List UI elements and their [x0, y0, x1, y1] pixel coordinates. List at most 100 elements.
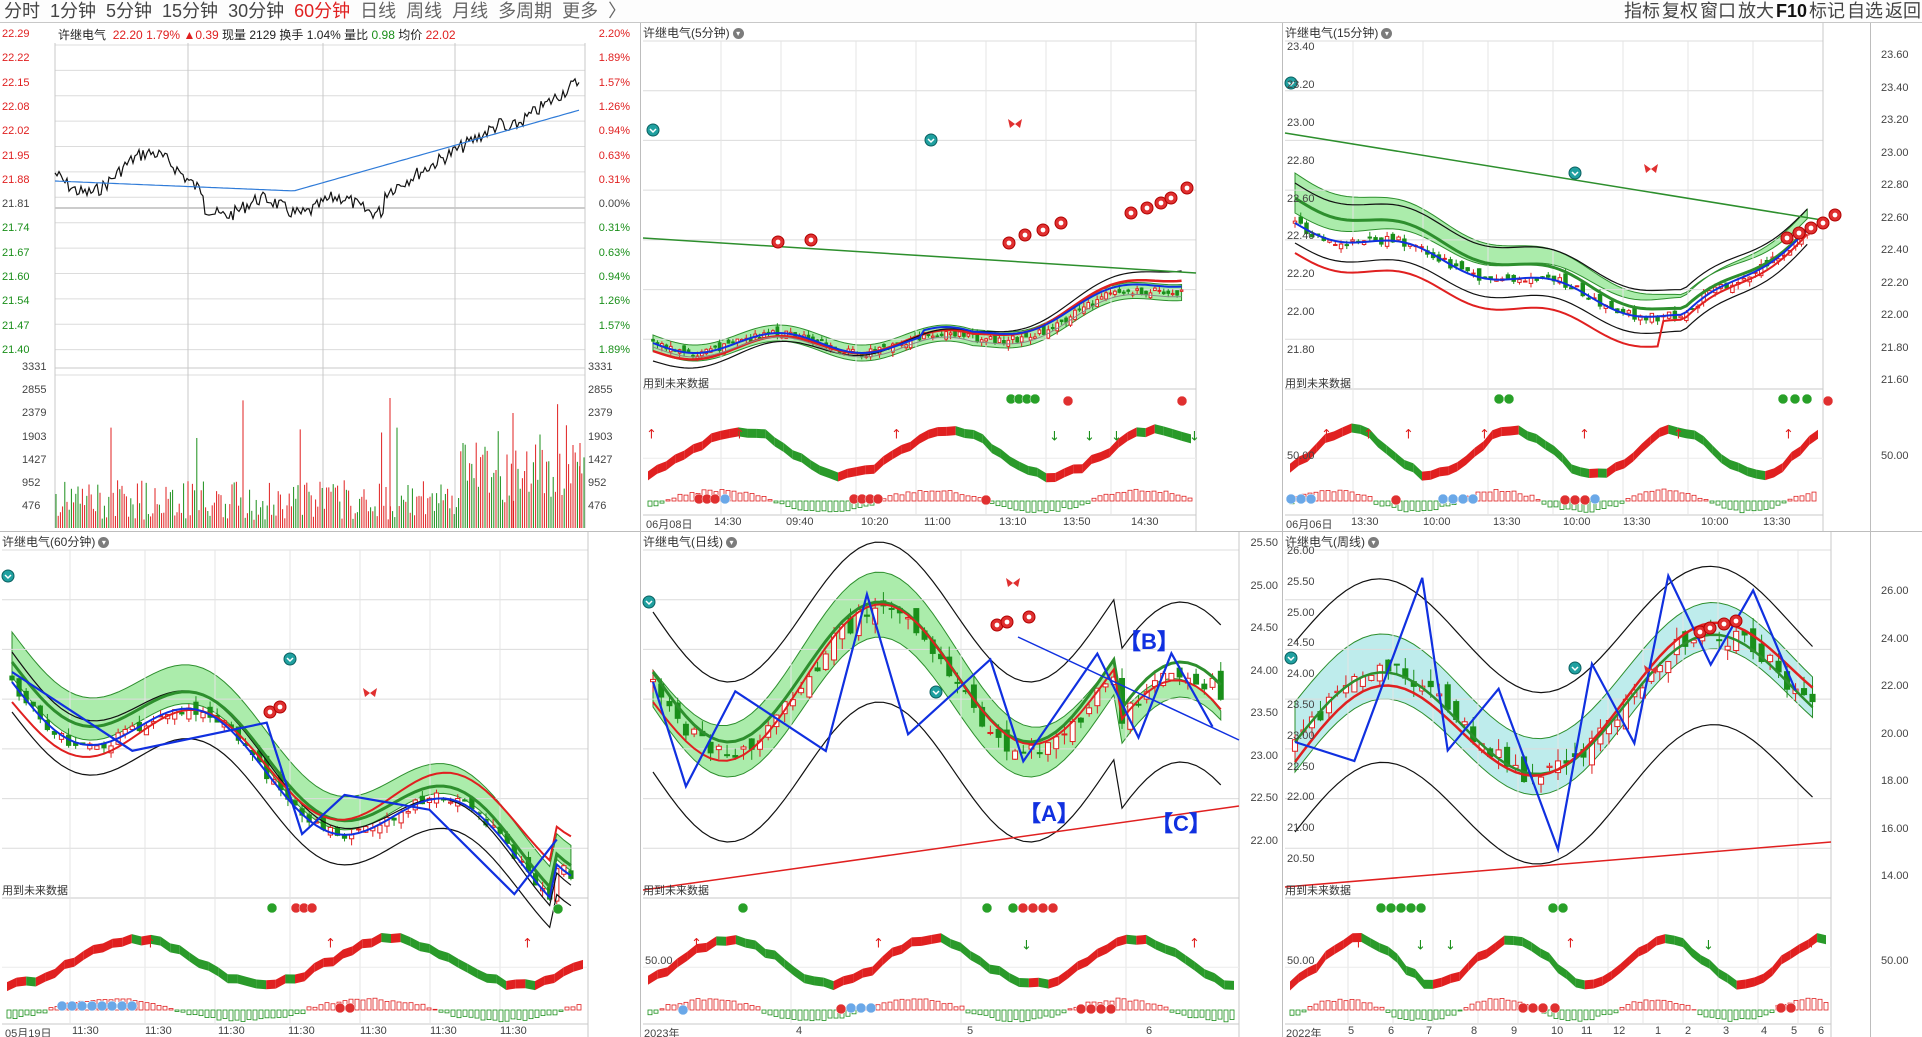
histogram-bar — [653, 1009, 659, 1014]
histogram-bar — [773, 1009, 779, 1017]
histogram-bar — [1811, 998, 1817, 1011]
tab-weekly[interactable]: 周线 — [406, 1, 443, 21]
candle-body — [715, 745, 722, 751]
tab-multi-period[interactable]: 多周期 — [498, 1, 553, 21]
window-button[interactable]: 窗口 — [1699, 1, 1736, 21]
sell-signal-icon — [1517, 1002, 1529, 1014]
axis-label: 22.60 — [1287, 192, 1315, 205]
candle-body — [193, 701, 199, 715]
oscillator-segment — [1510, 425, 1519, 436]
histogram-bar — [1487, 998, 1493, 1011]
panel-15min[interactable]: ↑ ↑ ↑ ↑ ↑ ↑ ↑ 许继电气(15分钟) ▾ 用到未来数据 23.40 23.20 23.… — [1283, 23, 1870, 531]
wave-mark-b: 【B】 — [1119, 629, 1179, 654]
sell-signal-icon — [1105, 1003, 1117, 1015]
indicator-button[interactable]: 指标 — [1623, 1, 1660, 21]
up-arrow-icon: ↑ — [1321, 427, 1332, 442]
candle-body — [1144, 290, 1148, 296]
axis-label: 24.50 — [1287, 637, 1315, 650]
histogram-bar — [791, 1009, 797, 1020]
candle-body — [1175, 290, 1179, 296]
histogram-bar — [1499, 491, 1505, 502]
histogram-bar — [1367, 496, 1373, 502]
time-label: 12 — [1613, 1025, 1626, 1037]
buy-signal-icon — [646, 123, 660, 137]
back-button[interactable]: 返回 — [1885, 1, 1921, 21]
oscillator-segment — [1155, 940, 1166, 954]
histogram-bar — [318, 1004, 324, 1011]
histogram-bar — [156, 1005, 162, 1011]
oscillator-segment — [1531, 942, 1541, 958]
up-arrow-icon: ↑ — [646, 427, 657, 442]
histogram-bar — [270, 1009, 276, 1019]
chevron-down-icon[interactable]: ▾ — [1381, 28, 1393, 40]
signal-dot — [994, 622, 1000, 628]
right-price-axis-bottom: 26.00 24.00 22.00 20.00 18.00 16.00 14.00 50.00 — [1871, 532, 1922, 1037]
axis-label: 2.20% — [598, 28, 630, 40]
axis-label: 26.00 — [1881, 585, 1909, 597]
oscillator-segment — [648, 464, 658, 481]
oscillator-segment — [535, 975, 545, 991]
tab-more[interactable]: 更多 — [562, 1, 599, 21]
intraday-panel[interactable]: 许继电气 22.20 1.79% ▲0.39 现量 2129 换手 1.04% … — [0, 23, 640, 531]
histogram-bar — [252, 1009, 258, 1021]
tab-15min[interactable]: 15分钟 — [162, 1, 219, 21]
histogram-bar — [1145, 1003, 1151, 1011]
watchlist-button[interactable]: 自选 — [1847, 1, 1883, 21]
oscillator-segment — [1064, 464, 1074, 478]
tab-60min[interactable]: 60分钟 — [294, 1, 351, 21]
time-label: 11:30 — [218, 1025, 245, 1037]
oscillator-segment — [1055, 468, 1065, 482]
panel-daily[interactable]: ↑ ↑ ↓ ↑ 许继电气(日线) ▾ 用到未来数据 【B】 【A】 【C】 25.50 2… — [641, 532, 1282, 1037]
axis-label: 20.50 — [1287, 853, 1315, 865]
chevron-right-icon[interactable]: 〉 — [608, 1, 627, 21]
oscillator-segment — [1659, 424, 1669, 438]
f10-button[interactable]: F10 — [1775, 1, 1807, 21]
oscillator-segment — [1709, 959, 1719, 978]
axis-label: 1.26% — [598, 100, 630, 113]
chevron-down-icon[interactable]: ▾ — [98, 537, 110, 549]
histogram-bar — [312, 1006, 318, 1011]
histogram-bar — [761, 1009, 767, 1014]
sell-signal-icon — [1822, 395, 1834, 407]
histogram-bar — [959, 494, 965, 502]
histogram-bar — [761, 496, 767, 502]
oscillator-segment — [1290, 973, 1299, 991]
histogram-bar — [1649, 1000, 1655, 1011]
tab-30min[interactable]: 30分钟 — [228, 1, 285, 21]
candle-body — [1505, 274, 1511, 279]
histogram-bar — [468, 1009, 474, 1018]
restore-rights-button[interactable]: 复权 — [1661, 1, 1698, 21]
histogram-bar — [755, 495, 761, 502]
chevron-down-icon[interactable]: ▾ — [726, 537, 737, 549]
tab-daily[interactable]: 日线 — [360, 1, 397, 21]
histogram-bar — [1073, 500, 1079, 508]
sell-signal-icon — [1775, 1002, 1787, 1014]
chevron-down-icon[interactable]: ▾ — [1368, 537, 1379, 549]
zoom-button[interactable]: 放大 — [1737, 1, 1774, 21]
candle-body — [939, 333, 944, 336]
histogram-bar — [1679, 1004, 1685, 1011]
buy-signal-icon — [1493, 393, 1505, 405]
tab-fenshi[interactable]: 分时 — [4, 1, 40, 21]
candle-body — [732, 755, 739, 758]
ma-black — [652, 701, 1222, 843]
mark-button[interactable]: 标记 — [1809, 1, 1845, 21]
tab-monthly[interactable]: 月线 — [452, 1, 489, 21]
candle-body — [1444, 684, 1451, 710]
up-arrow-icon: ↑ — [691, 936, 702, 951]
oscillator-segment — [982, 434, 992, 454]
axis-label: 21.74 — [2, 222, 30, 235]
histogram-bar — [941, 490, 947, 502]
panel-weekly[interactable]: ↑ ↓ ↓ ↑ ↓ ↑ 许继电气(周线) ▾ 用到未来数据 26.00 25.50 25.00 2… — [1283, 532, 1870, 1037]
histogram-bar — [911, 492, 917, 502]
tab-5min[interactable]: 5分钟 — [106, 1, 153, 21]
signal-bubble-icon — [1589, 493, 1601, 505]
oscillator-segment — [1379, 943, 1389, 956]
histogram-bar — [1655, 489, 1661, 502]
tab-1min[interactable]: 1分钟 — [50, 1, 97, 21]
axis-label: 0.00% — [598, 198, 630, 211]
chevron-down-icon[interactable]: ▾ — [732, 28, 744, 40]
panel-5min[interactable]: ↑ ↑ ↑ ↓ ↓ ↓ ↓ 许继电气(5分钟) ▾ 用到未来数据 06月08日 14:30 09:… — [641, 23, 1282, 531]
axis-label: 22.60 — [1881, 211, 1909, 224]
panel-60min[interactable]: ↑ ↑ ↑ 许继电气(60分钟) ▾ 用到未来数据 05月19日 11:30 11:30 1… — [0, 532, 640, 1037]
